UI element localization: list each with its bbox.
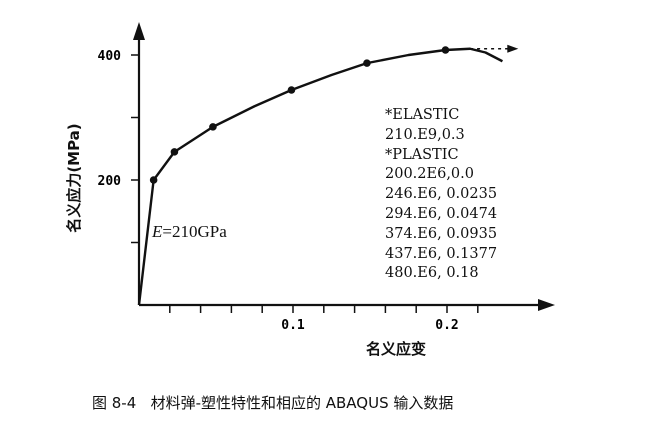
modulus-symbol: E bbox=[152, 222, 163, 241]
data-point bbox=[149, 176, 158, 184]
x-axis-label: 名义应变 bbox=[366, 340, 427, 358]
x-tick-label: 0.2 bbox=[435, 318, 458, 333]
x-tick-label: 0.1 bbox=[281, 318, 305, 333]
dashed-extension-arrow bbox=[507, 44, 519, 53]
y-tick-label: 400 bbox=[98, 49, 122, 64]
listing-line: *ELASTIC bbox=[385, 107, 460, 123]
listing-line: 480.E6, 0.18 bbox=[385, 265, 479, 282]
y-axis-arrow bbox=[133, 22, 145, 40]
listing-line: 200.2E6,0.0 bbox=[385, 166, 474, 183]
data-point bbox=[170, 148, 179, 156]
data-point bbox=[209, 123, 217, 131]
x-axis-arrow bbox=[538, 299, 555, 311]
modulus-value: =210GPa bbox=[162, 222, 227, 241]
listing-line: 246.E6, 0.0235 bbox=[385, 186, 498, 203]
modulus-annotation: E=210GPa bbox=[152, 222, 227, 242]
listing-line: 374.E6, 0.0935 bbox=[385, 225, 498, 242]
y-tick-label: 200 bbox=[98, 174, 122, 189]
listing-line: 437.E6, 0.1377 bbox=[385, 245, 498, 262]
data-point bbox=[441, 46, 450, 54]
abaqus-input-listing: *ELASTIC 210.E9,0.3 *PLASTIC 200.2E6,0.0 246… bbox=[385, 106, 497, 284]
listing-line: 210.E9,0.3 bbox=[385, 126, 465, 143]
listing-line: *PLASTIC bbox=[385, 146, 459, 163]
data-point bbox=[363, 59, 371, 67]
y-axis-label: 名义应力(MPa) bbox=[65, 123, 83, 233]
figure-caption: 图 8-4 材料弹-塑性特性和相应的 ABAQUS 输入数据 bbox=[92, 394, 454, 412]
data-point bbox=[287, 86, 296, 94]
listing-line: 294.E6, 0.0474 bbox=[385, 205, 498, 222]
